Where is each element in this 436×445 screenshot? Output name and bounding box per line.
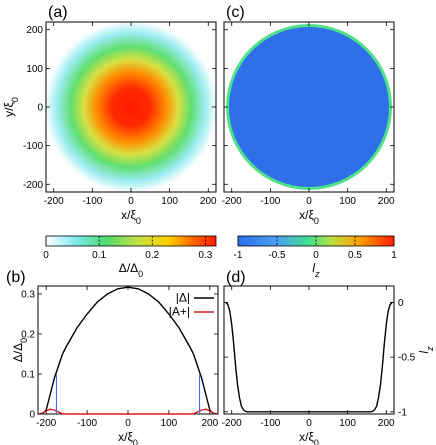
y-tick-label: 200 (26, 25, 43, 36)
x-tick-label: 200 (378, 418, 395, 429)
y-tick-label: 100 (26, 64, 43, 75)
x-tick-label: -100 (260, 418, 280, 429)
y-tick-label: -0.5 (398, 353, 416, 364)
y-tick-label: 0 (37, 103, 43, 114)
x-tick-label: 0 (306, 196, 312, 207)
legend-label-1: |A+| (169, 305, 190, 319)
x-tick-label: -100 (77, 418, 97, 429)
colorbar-tick-label: 1 (391, 250, 397, 261)
colorbar-tick-label: 0.1 (92, 250, 106, 261)
x-axis-label: x/ξ0 (299, 208, 319, 226)
panel-b-ticks: -200 -100 0 100 200 0 0.1 0.2 0.3 x/ξ0 Δ/Δ0 (11, 286, 219, 445)
colorbar-tick-label: 0 (43, 250, 49, 261)
x-tick-label: 100 (161, 196, 178, 207)
colorbar-tick-label: -0.5 (268, 250, 286, 261)
x-tick-label: 200 (200, 196, 217, 207)
colorbar-tick-label: 0.5 (348, 250, 362, 261)
x-tick-label: 100 (161, 418, 178, 429)
x-axis-label: x/ξ0 (118, 430, 138, 445)
x-tick-label: 0 (128, 196, 134, 207)
panel-d-frame (223, 285, 395, 415)
colorbar-c: -1 -0.5 0 0.5 1 lz (234, 235, 397, 279)
x-axis-label: x/ξ0 (299, 430, 319, 445)
panel-b-frame (37, 285, 219, 415)
panel-c: -200 -100 0 100 200 x/ξ0 (c) (222, 4, 395, 226)
x-tick-label: -200 (44, 196, 64, 207)
panel-b: -200 -100 0 100 200 0 0.1 0.2 0.3 x/ξ0 Δ/Δ0 (b) |Δ… (6, 269, 219, 445)
x-tick-label: 100 (339, 418, 356, 429)
y-tick-label: 0.2 (21, 330, 35, 341)
panel-a: -200 -100 0 100 200 -200 -100 0 100 200 x/ξ0 y/ξ0 (… (2, 4, 217, 226)
panel-d-label: (d) (226, 269, 246, 286)
y-tick-label: -100 (23, 141, 43, 152)
panel-c-ticks: -200 -100 0 100 200 x/ξ0 (222, 22, 395, 226)
panel-d: -200 -100 0 100 200 0 -0.5 -1 x/ξ0 lz (d) (222, 269, 435, 445)
y-tick-label: 0 (398, 298, 404, 309)
panel-b-label: (b) (6, 269, 26, 286)
x-tick-label: 200 (201, 418, 218, 429)
x-tick-label: -200 (36, 418, 56, 429)
y-tick-label: -200 (23, 180, 43, 191)
panel-c-label: (c) (226, 4, 245, 21)
x-tick-label: -100 (260, 196, 280, 207)
colorbar-tick-label: -1 (234, 250, 243, 261)
x-axis-label: x/ξ0 (121, 208, 141, 226)
colorbar-a-ticks: 0 0.1 0.2 0.3 (43, 236, 213, 261)
colorbar-label: Δ/Δ0 (119, 261, 143, 279)
colorbar-tick-label: 0.2 (145, 250, 159, 261)
y-tick-label: -1 (398, 407, 407, 418)
x-tick-label: 200 (378, 196, 395, 207)
colorbar-tick-label: 0.3 (198, 250, 212, 261)
x-tick-label: -100 (82, 196, 102, 207)
colorbar-tick-label: 0 (313, 250, 319, 261)
legend-label-0: |Δ| (176, 291, 190, 305)
x-tick-label: 0 (125, 418, 131, 429)
panel-c-heatmap (229, 27, 389, 187)
y-tick-label: 0 (29, 410, 35, 421)
x-tick-label: 0 (306, 418, 312, 429)
panel-a-label: (a) (48, 4, 68, 21)
panel-a-ticks: -200 -100 0 100 200 -200 -100 0 100 200 x/ξ0 y/ξ0 (2, 22, 217, 226)
panel-a-heatmap (46, 22, 216, 192)
panel-d-ticks: -200 -100 0 100 200 0 -0.5 -1 x/ξ0 lz (222, 286, 435, 445)
x-tick-label: 100 (339, 196, 356, 207)
y-axis-label: Δ/Δ0 (11, 338, 29, 362)
y-tick-label: 0.3 (21, 290, 35, 301)
y-axis-label: y/ξ0 (2, 97, 20, 117)
x-tick-label: -200 (222, 418, 242, 429)
y-tick-label: 0.1 (21, 370, 35, 381)
colorbar-label: lz (312, 261, 320, 279)
colorbar-c-ticks: -1 -0.5 0 0.5 1 (234, 236, 397, 261)
colorbar-a: 0 0.1 0.2 0.3 Δ/Δ0 (43, 235, 217, 279)
x-tick-label: -200 (222, 196, 242, 207)
panel-b-legend: |Δ||A+| (169, 291, 214, 319)
y-axis-label: lz (417, 346, 435, 354)
colorbar-a-bar (45, 235, 217, 247)
